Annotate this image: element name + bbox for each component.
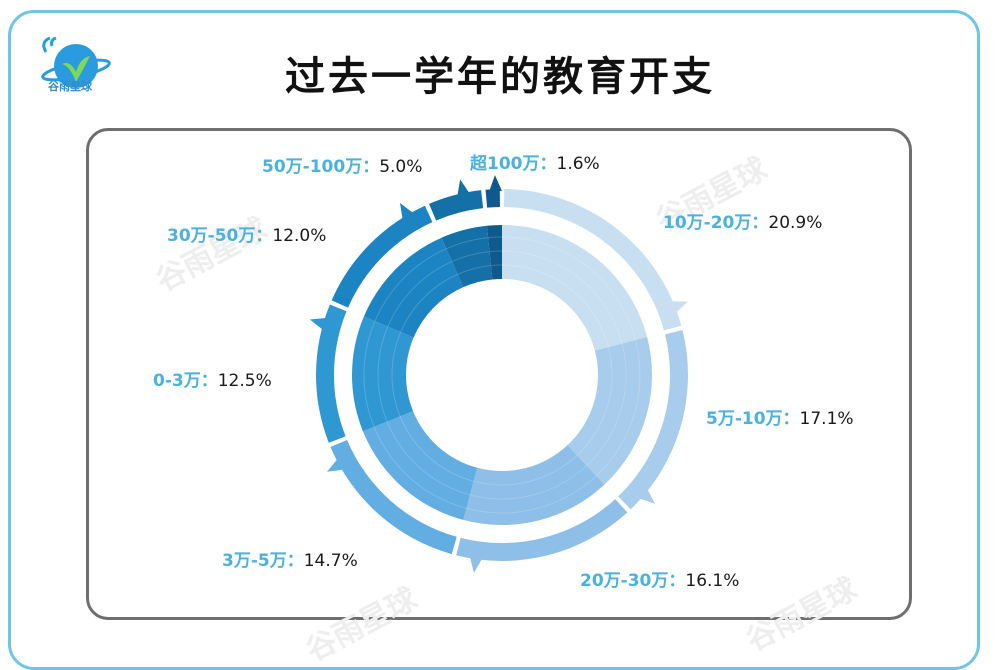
slice-label: 30万-50万：12.0% [167, 221, 326, 246]
slice-value: 12.5% [217, 371, 272, 391]
slice-value: 20.9% [768, 213, 823, 233]
texture-ring [377, 250, 627, 500]
slice-label: 50万-100万：5.0% [262, 152, 422, 177]
slice-category: 0-3万： [153, 371, 218, 391]
outer-ring-slice [456, 499, 628, 562]
donut-slice [363, 237, 464, 338]
donut-slice [362, 411, 478, 520]
outer-ring-slice [485, 189, 500, 208]
chart-title: 过去一学年的教育开支 [285, 54, 715, 100]
slice-pointer [670, 301, 689, 314]
texture-ring [391, 264, 613, 486]
brand-logo-text: 谷雨星球 [48, 80, 92, 93]
donut-slice [441, 225, 493, 288]
outer-ring-slice [618, 330, 688, 510]
outer-ring-slice [316, 304, 347, 443]
donut-slice [463, 445, 605, 525]
slice-category: 50万-100万： [262, 157, 380, 177]
outer-ring-slice [330, 439, 457, 555]
slice-category: 3万-5万： [222, 551, 304, 571]
slice-pointer [469, 556, 483, 574]
slice-category: 20万-30万： [580, 571, 686, 591]
slice-category: 30万-50万： [167, 226, 273, 246]
outer-ring-slice [429, 190, 484, 221]
brand-logo-icon [41, 36, 111, 88]
donut-slice [352, 316, 414, 432]
slice-label: 5万-10万：17.1% [706, 404, 854, 429]
slice-label: 0-3万：12.5% [153, 366, 272, 391]
slice-label: 3万-5万：14.7% [222, 546, 358, 571]
slice-pointer [638, 488, 656, 504]
donut-slice [567, 336, 652, 485]
slice-value: 5.0% [379, 157, 423, 177]
outer-ring-slice [331, 205, 433, 308]
slice-category: 10万-20万： [663, 213, 769, 233]
donut-slice [502, 225, 648, 351]
chart-panel [86, 128, 912, 620]
texture-ring [363, 236, 641, 514]
slice-pointer [489, 175, 502, 192]
slice-value: 12.0% [272, 226, 327, 246]
slice-value: 1.6% [556, 154, 600, 174]
slice-label: 10万-20万：20.9% [663, 208, 822, 233]
donut-slice [486, 225, 502, 280]
slice-pointer [457, 179, 470, 197]
slice-value: 16.1% [685, 571, 740, 591]
slice-value: 14.7% [303, 551, 358, 571]
outer-ring-slice [504, 189, 682, 331]
slice-label: 超100万：1.6% [470, 149, 600, 174]
slice-pointer [309, 317, 328, 331]
slice-value: 17.1% [799, 409, 854, 429]
slice-label: 20万-30万：16.1% [580, 566, 739, 591]
slice-category: 超100万： [470, 154, 557, 174]
slice-category: 5万-10万： [706, 409, 800, 429]
slice-pointer [400, 202, 414, 221]
slice-pointer [326, 458, 345, 472]
